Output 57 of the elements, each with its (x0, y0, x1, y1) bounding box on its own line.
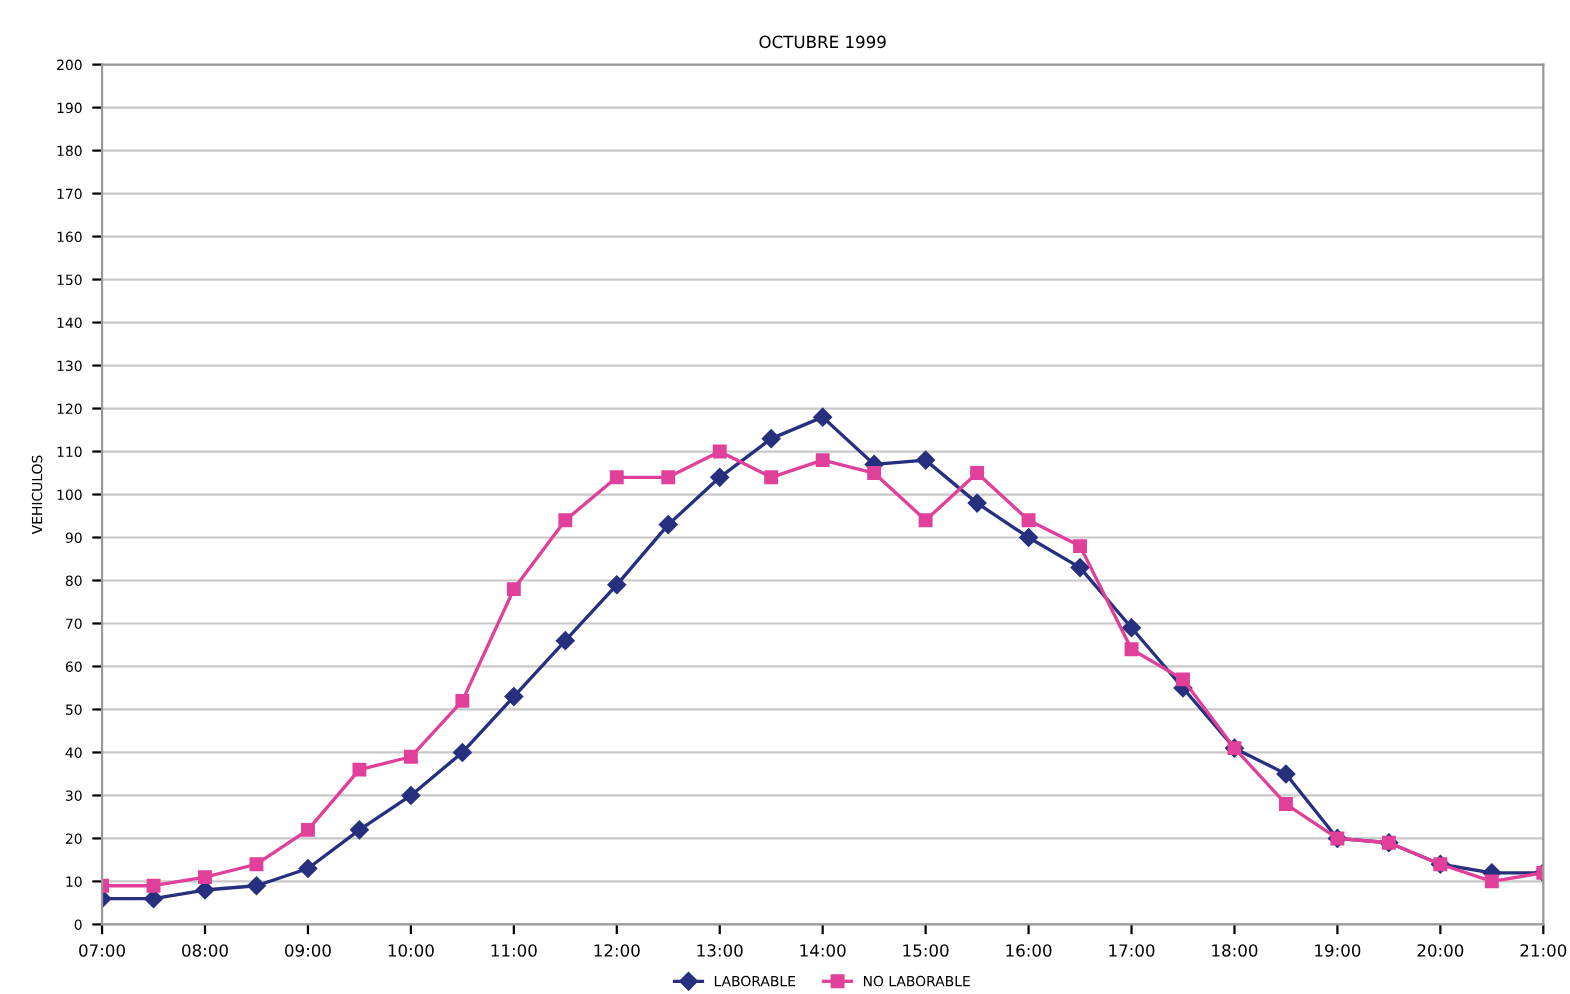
point (301, 822, 315, 837)
point (1279, 797, 1293, 811)
point (1073, 539, 1087, 554)
x-tick-label: 20:00 (1417, 944, 1464, 957)
point (1124, 642, 1139, 657)
point (1021, 513, 1036, 528)
point (403, 749, 418, 764)
point (609, 470, 624, 485)
point (352, 762, 367, 777)
point (1176, 672, 1190, 687)
point (1122, 618, 1141, 638)
point (401, 786, 421, 805)
point (1070, 558, 1090, 577)
point (761, 429, 781, 448)
point (453, 743, 472, 762)
point (710, 468, 729, 487)
point (1276, 764, 1296, 784)
point (146, 878, 161, 893)
point (916, 450, 935, 470)
x-tick-label: 10:00 (388, 944, 434, 957)
x-tick-label: 14:00 (800, 944, 846, 957)
point (247, 876, 266, 895)
x-tick-label: 15:00 (903, 944, 949, 957)
point (970, 466, 985, 480)
point (506, 582, 521, 597)
x-tick-label: 08:00 (182, 944, 228, 957)
point (198, 870, 212, 885)
point (350, 820, 369, 840)
point (659, 515, 678, 534)
x-tick-label: 09:00 (285, 944, 331, 957)
x-tick-label: 12:00 (594, 944, 640, 957)
point (556, 631, 575, 650)
point (504, 687, 524, 706)
point (249, 857, 264, 872)
point (815, 453, 830, 468)
point (867, 466, 882, 480)
x-tick-label: 07:00 (79, 944, 125, 957)
point (455, 693, 470, 708)
x-tick-label: 21:00 (1520, 944, 1567, 957)
point (712, 444, 727, 459)
point (764, 470, 779, 485)
x-tick-label: 19:00 (1315, 944, 1361, 957)
point (607, 575, 627, 595)
point (558, 513, 573, 528)
point (1019, 528, 1038, 547)
x-tick-label: 17:00 (1109, 944, 1155, 957)
x-tick-label: 16:00 (1006, 944, 1052, 957)
point (813, 407, 832, 427)
x-tick-label: 18:00 (1212, 944, 1258, 957)
chart-title: OCTUBRE 1999 (759, 35, 886, 49)
point (1484, 874, 1499, 889)
point (661, 470, 676, 485)
point (298, 859, 318, 878)
x-tick-label: 13:00 (697, 944, 743, 957)
point (967, 493, 987, 513)
point (918, 513, 933, 528)
x-tick-label: 11:00 (491, 944, 537, 957)
